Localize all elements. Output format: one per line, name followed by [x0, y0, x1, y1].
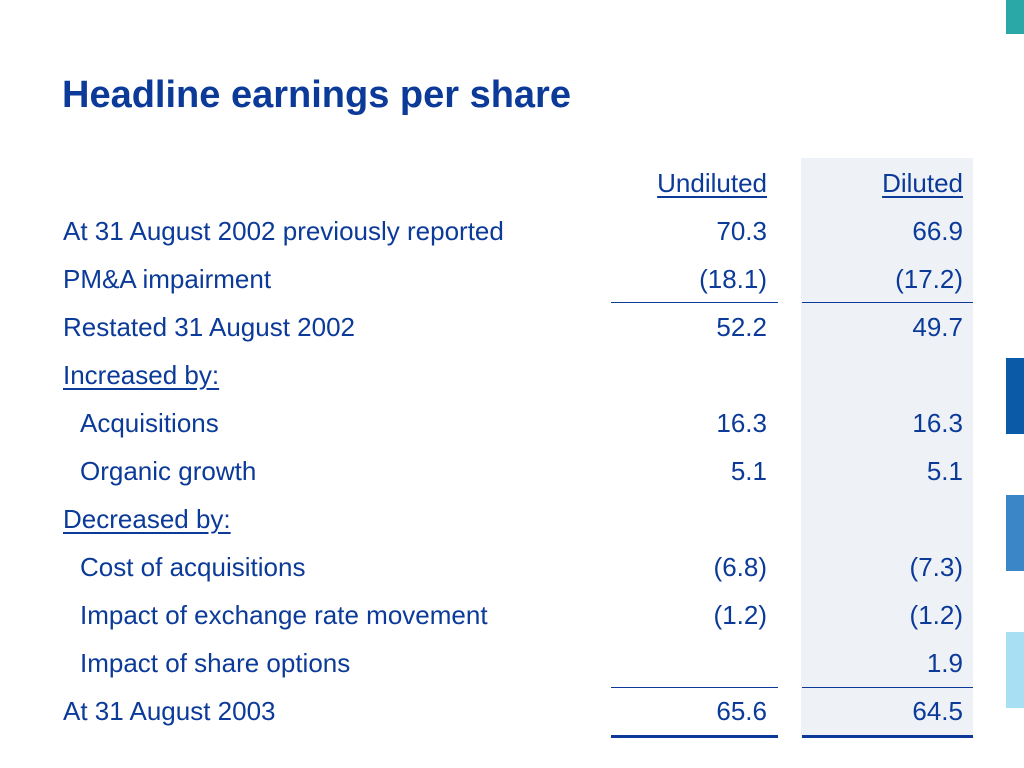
- undiluted-value: (1.2): [713, 600, 767, 630]
- table-row: PM&A impairment (18.1) (17.2): [0, 256, 1000, 304]
- undiluted-value: 16.3: [716, 408, 767, 438]
- row-label: At 31 August 2002 previously reported: [63, 216, 504, 246]
- table-row: Impact of exchange rate movement (1.2) (…: [0, 592, 1000, 640]
- row-label: Organic growth: [80, 456, 257, 486]
- subtotal-rule-diluted: [802, 302, 973, 303]
- row-label: PM&A impairment: [63, 264, 272, 294]
- row-label: Restated 31 August 2002: [63, 312, 356, 342]
- accent-bar-teal: [1006, 0, 1024, 34]
- table-row: Organic growth 5.1 5.1: [0, 448, 1000, 496]
- table-row: Cost of acquisitions (6.8) (7.3): [0, 544, 1000, 592]
- undiluted-value: (18.1): [699, 264, 767, 294]
- subtotal-rule-undiluted: [611, 302, 778, 303]
- row-label: At 31 August 2003: [63, 696, 276, 726]
- table-row: Impact of share options 1.9: [0, 640, 1000, 688]
- diluted-value: 5.1: [926, 456, 963, 486]
- row-label: Impact of share options: [80, 648, 351, 678]
- diluted-value: (7.3): [909, 552, 963, 582]
- diluted-value: (17.2): [895, 264, 963, 294]
- diluted-column-background: [801, 158, 973, 738]
- row-label: Increased by:: [63, 360, 220, 390]
- diluted-value: 16.3: [912, 408, 963, 438]
- double-underline-undiluted: [611, 735, 778, 738]
- double-underline-diluted: [802, 735, 973, 738]
- table-header: Undiluted Diluted: [0, 160, 1000, 208]
- accent-bar-mid-blue: [1006, 495, 1024, 571]
- accent-bar-light-blue: [1006, 632, 1024, 708]
- table-row: At 31 August 2002 previously reported 70…: [0, 208, 1000, 256]
- diluted-value: (1.2): [909, 600, 963, 630]
- section-heading-decreased: Decreased by:: [0, 496, 1000, 544]
- row-label: Acquisitions: [80, 408, 219, 438]
- diluted-value: 66.9: [912, 216, 963, 246]
- diluted-value: 49.7: [912, 312, 963, 342]
- table-row: Restated 31 August 2002 52.2 49.7: [0, 304, 1000, 352]
- undiluted-value: (6.8): [713, 552, 767, 582]
- row-label: Cost of acquisitions: [80, 552, 306, 582]
- page-title: Headline earnings per share: [62, 74, 571, 116]
- total-rule-undiluted: [611, 687, 778, 688]
- undiluted-value: 65.6: [716, 696, 767, 726]
- diluted-value: 1.9: [926, 648, 963, 678]
- table-row: Acquisitions 16.3 16.3: [0, 400, 1000, 448]
- table-row-total: At 31 August 2003 65.6 64.5: [0, 688, 1000, 736]
- column-header-diluted: Diluted: [882, 168, 963, 198]
- diluted-value: 64.5: [912, 696, 963, 726]
- undiluted-value: 52.2: [716, 312, 767, 342]
- column-header-undiluted: Undiluted: [657, 168, 767, 198]
- section-heading-increased: Increased by:: [0, 352, 1000, 400]
- total-rule-diluted: [802, 687, 973, 688]
- accent-bar-blue: [1006, 358, 1024, 434]
- row-label: Impact of exchange rate movement: [80, 600, 488, 630]
- undiluted-value: 5.1: [730, 456, 767, 486]
- undiluted-value: 70.3: [716, 216, 767, 246]
- row-label: Decreased by:: [63, 504, 231, 534]
